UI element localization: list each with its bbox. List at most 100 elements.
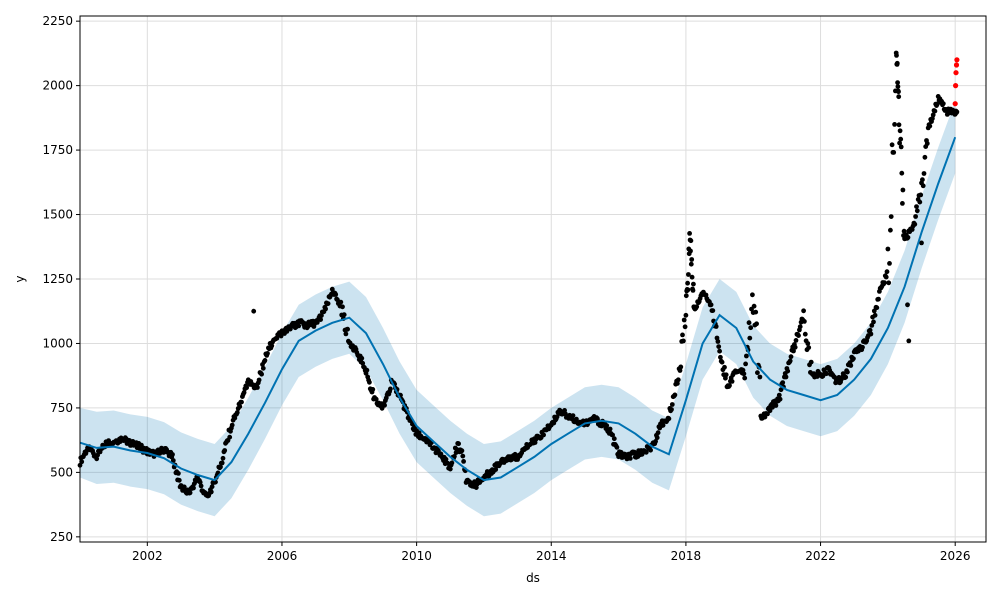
observed-point: [920, 183, 926, 189]
observed-point: [914, 204, 919, 210]
y-tick-label: 750: [50, 401, 73, 415]
observed-point: [239, 399, 244, 405]
observed-point: [370, 387, 376, 392]
observed-point: [614, 444, 620, 450]
observed-point: [94, 456, 100, 462]
observed-point: [773, 403, 779, 408]
observed-point: [757, 374, 763, 380]
y-axis-label: y: [13, 275, 27, 282]
observed-point: [208, 489, 214, 495]
observed-point: [197, 479, 203, 485]
highlighted-point: [952, 101, 958, 107]
observed-point: [680, 332, 685, 338]
observed-point: [930, 112, 936, 118]
observed-point: [767, 408, 773, 414]
observed-point: [741, 371, 747, 377]
observed-point: [872, 312, 878, 318]
observed-point: [683, 293, 689, 299]
observed-point: [754, 321, 759, 327]
observed-point: [777, 396, 783, 402]
observed-point: [742, 375, 748, 381]
observed-point: [611, 436, 617, 442]
observed-point: [801, 308, 806, 314]
observed-point: [896, 122, 902, 128]
observed-point: [802, 319, 807, 324]
observed-point: [325, 301, 331, 306]
observed-point: [269, 343, 275, 349]
observed-point: [675, 377, 681, 383]
observed-point: [891, 150, 897, 155]
observed-point: [883, 274, 889, 280]
observed-point: [256, 377, 262, 383]
observed-point: [691, 281, 696, 287]
observed-point: [710, 308, 716, 313]
x-tick-label: 2022: [805, 549, 836, 563]
observed-point: [688, 248, 693, 254]
observed-point: [744, 353, 749, 359]
observed-point: [930, 116, 935, 121]
observed-point: [851, 356, 856, 361]
observed-point: [889, 142, 895, 148]
observed-point: [176, 471, 181, 476]
observed-point: [237, 404, 243, 409]
observed-point: [898, 136, 904, 142]
observed-point: [932, 108, 938, 114]
observed-point: [669, 407, 674, 412]
observed-point: [460, 453, 466, 459]
observed-point: [876, 296, 881, 302]
observed-point: [259, 371, 264, 377]
observed-point: [685, 287, 691, 293]
observed-point: [751, 303, 757, 309]
observed-point: [747, 335, 753, 341]
observed-point: [783, 374, 789, 380]
x-axis-label: ds: [526, 571, 540, 585]
observed-point: [898, 144, 904, 150]
observed-point: [785, 368, 791, 374]
observed-point: [921, 171, 927, 176]
highlighted-point: [953, 70, 959, 76]
observed-point: [244, 385, 250, 391]
observed-point: [493, 467, 499, 472]
y-tick-label: 2000: [42, 79, 73, 93]
observed-point: [677, 368, 683, 373]
observed-point: [727, 383, 732, 388]
observed-point: [364, 367, 370, 373]
observed-point: [787, 358, 793, 364]
observed-point: [229, 422, 235, 428]
observed-point: [341, 312, 347, 318]
observed-point: [655, 430, 661, 436]
observed-point: [452, 454, 457, 459]
observed-point: [776, 392, 782, 398]
observed-point: [708, 302, 714, 308]
highlighted-point: [954, 57, 960, 63]
observed-point: [806, 345, 812, 350]
highlighted-points: [952, 57, 960, 107]
observed-point: [895, 84, 901, 89]
observed-point: [791, 348, 796, 354]
observed-point: [187, 490, 193, 496]
observed-point: [885, 246, 891, 252]
observed-point: [843, 374, 849, 380]
observed-point: [882, 280, 887, 286]
observed-point: [654, 435, 660, 441]
observed-point: [927, 123, 933, 129]
observed-point: [218, 464, 223, 470]
observed-point: [643, 449, 649, 455]
observed-point: [209, 484, 215, 490]
observed-point: [805, 341, 811, 346]
observed-point: [912, 221, 918, 227]
observed-point: [219, 460, 225, 466]
observed-point: [382, 402, 387, 408]
observed-point: [917, 199, 923, 205]
observed-point: [897, 140, 902, 146]
observed-point: [748, 325, 754, 331]
observed-point: [755, 370, 760, 376]
observed-point: [906, 338, 912, 344]
observed-point: [338, 299, 344, 305]
observed-point: [867, 327, 873, 333]
observed-point: [713, 324, 719, 329]
observed-point: [227, 434, 233, 440]
observed-point: [461, 459, 466, 464]
observed-point: [743, 361, 748, 367]
